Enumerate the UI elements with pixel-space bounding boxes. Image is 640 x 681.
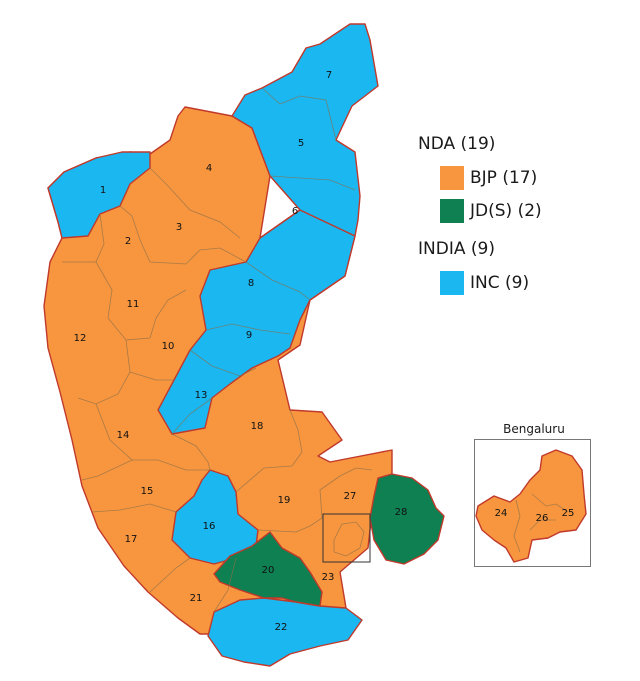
constituency-label-21: 21 <box>190 593 203 604</box>
constituency-label-1: 1 <box>100 185 106 196</box>
constituency-label-10: 10 <box>162 341 175 352</box>
constituency-label-17: 17 <box>125 534 138 545</box>
legend-swatch-jds <box>440 199 464 223</box>
constituency-label-8: 8 <box>248 278 254 289</box>
legend-swatch-bjp <box>440 166 464 190</box>
constituency-label-5: 5 <box>298 138 304 149</box>
legend-label-inc: INC (9) <box>470 273 530 293</box>
constituency-label-4: 4 <box>206 163 212 174</box>
region-jds-28 <box>369 473 445 565</box>
constituency-label-19: 19 <box>278 495 291 506</box>
legend-item-jds: JD(S) (2) <box>440 197 542 225</box>
bengaluru-inset-frame <box>474 439 591 567</box>
region-inc-1 <box>47 151 151 239</box>
constituency-label-25: 25 <box>562 508 575 519</box>
legend-item-inc: INC (9) <box>440 269 542 297</box>
constituency-label-6: 6 <box>292 206 298 217</box>
legend-swatch-inc <box>440 271 464 295</box>
bengaluru-inset-title: Bengaluru <box>503 422 565 436</box>
bengaluru-locator-shape <box>333 521 365 557</box>
legend-label-jds: JD(S) (2) <box>470 201 542 221</box>
legend-label-bjp: BJP (17) <box>470 168 538 188</box>
legend-india-heading: INDIA (9) <box>418 239 495 259</box>
constituency-label-13: 13 <box>195 390 208 401</box>
constituency-label-2: 2 <box>125 236 131 247</box>
constituency-label-27: 27 <box>344 491 357 502</box>
map-legend: NDA (19) BJP (17) JD(S) (2) INDIA (9) IN… <box>418 133 542 302</box>
legend-item-bjp: BJP (17) <box>440 164 542 192</box>
constituency-boundaries <box>62 87 373 613</box>
constituency-label-28: 28 <box>395 507 408 518</box>
region-inc-north-east <box>157 23 379 435</box>
constituency-label-12: 12 <box>74 333 87 344</box>
constituency-label-20: 20 <box>262 565 275 576</box>
constituency-label-14: 14 <box>117 430 130 441</box>
constituency-label-18: 18 <box>251 421 264 432</box>
constituency-label-11: 11 <box>127 299 140 310</box>
bengaluru-inset-map <box>475 449 587 563</box>
constituency-label-7: 7 <box>326 70 332 81</box>
constituency-label-23: 23 <box>322 572 335 583</box>
constituency-label-22: 22 <box>275 622 288 633</box>
constituency-label-15: 15 <box>141 486 154 497</box>
constituency-label-16: 16 <box>203 521 216 532</box>
constituency-label-3: 3 <box>176 222 182 233</box>
region-inc-22 <box>207 597 363 667</box>
legend-nda-heading: NDA (19) <box>418 134 496 154</box>
constituency-label-9: 9 <box>246 330 252 341</box>
constituency-label-24: 24 <box>495 508 508 519</box>
region-jds-20 <box>213 531 323 607</box>
bengaluru-locator-box <box>322 513 371 563</box>
constituency-number-labels: 1 2 3 4 5 6 7 8 9 10 11 12 13 14 15 16 1… <box>74 70 575 633</box>
constituency-label-26: 26 <box>536 513 549 524</box>
